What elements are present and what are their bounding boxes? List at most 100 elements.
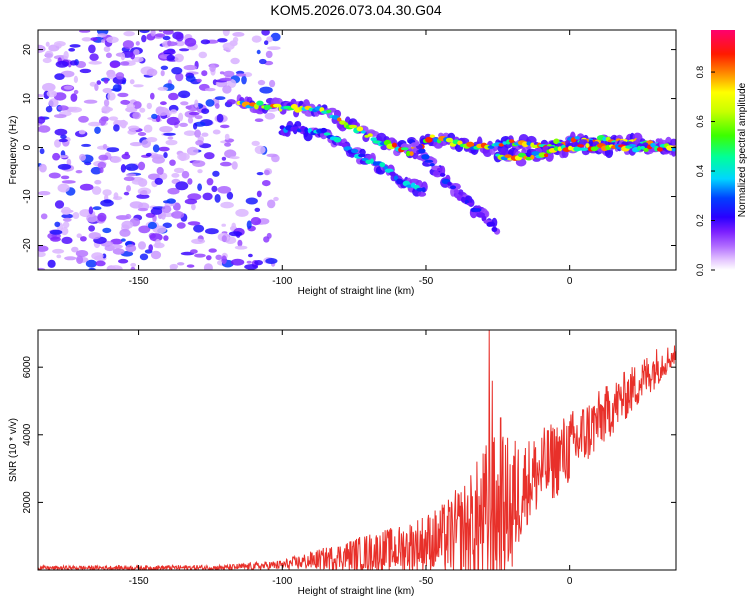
- spectrogram-noise-blob: [217, 38, 228, 43]
- spectrogram-noise-blob: [187, 193, 202, 201]
- spectrogram-noise-blob: [266, 36, 273, 43]
- spectrogram-noise-blob: [190, 249, 198, 254]
- spectrogram-noise-blob: [211, 185, 218, 193]
- spectrogram-ridge-core: [391, 142, 397, 148]
- spectrogram-ridge-core: [273, 103, 282, 108]
- spectrogram-noise-blob: [60, 134, 67, 139]
- spectrogram-noise-blob: [205, 228, 219, 235]
- spectrogram-noise-blob: [95, 260, 106, 267]
- spectrogram-noise-blob: [85, 259, 97, 268]
- spectrogram-ridge-core: [579, 147, 589, 151]
- spectrogram-noise-blob: [108, 116, 119, 121]
- spectrogram-ridge-core: [637, 145, 642, 151]
- spectrogram-noise-blob: [264, 112, 276, 120]
- spectrogram-noise-blob: [235, 208, 249, 217]
- spectrogram-ridge-core: [643, 147, 649, 152]
- spectrogram-noise-blob: [222, 30, 230, 37]
- spectrogram-noise-blob: [178, 90, 191, 99]
- spectrogram-noise-blob: [126, 103, 136, 110]
- spectrogram-noise-blob: [201, 132, 209, 137]
- spectrogram-noise-blob: [226, 99, 236, 105]
- spectrogram-ridge-core: [457, 140, 463, 146]
- spectrogram-noise-blob: [194, 129, 202, 138]
- spectrogram-noise-blob: [112, 248, 125, 255]
- spectrogram-noise-blob: [45, 106, 53, 113]
- spectrogram-noise-blob: [254, 207, 261, 212]
- spectrogram-noise-blob: [149, 233, 163, 242]
- spectrogram-noise-blob: [183, 64, 198, 71]
- spectrogram-ridge-core: [304, 127, 309, 134]
- spectrogram-noise-blob: [231, 222, 236, 230]
- spectrogram-noise-blob: [90, 166, 102, 175]
- spectrogram-noise-blob: [120, 164, 126, 173]
- snr-x-tick-label: -50: [419, 576, 434, 587]
- spectrogram-noise-blob: [79, 30, 91, 33]
- spectrogram-noise-blob: [94, 179, 102, 185]
- spectrogram-noise-blob: [78, 129, 86, 135]
- colorbar-tick-label: 0.8: [695, 66, 705, 79]
- figure-title: KOM5.2026.073.04.30.G04: [270, 2, 441, 18]
- spectrogram-noise-blob: [221, 156, 227, 161]
- spectrogram-noise-blob: [44, 50, 54, 59]
- spectrogram-ridge-core: [553, 146, 560, 152]
- colorbar-tick-label: 0.4: [695, 165, 705, 178]
- spectrogram-ridge-core: [526, 141, 532, 146]
- spectrogram-ridge-core: [418, 148, 426, 154]
- spectrogram-noise-blob: [101, 39, 106, 43]
- spectrogram-frame: [37, 29, 677, 271]
- spectrogram-x-tick-label: -50: [419, 276, 434, 287]
- spectrogram-noise-blob: [230, 57, 240, 65]
- spectrogram-ridge-core: [429, 134, 435, 138]
- spectrogram-ridge-halo: [588, 139, 594, 148]
- spectrogram-x-tick-label: -100: [272, 276, 292, 287]
- spectrogram-noise-blob: [121, 238, 126, 242]
- spectrogram-noise-blob: [132, 111, 141, 120]
- spectrogram-noise-blob: [70, 93, 78, 102]
- spectrogram-ridge-core: [421, 187, 426, 193]
- spectrogram-noise-blob: [123, 31, 135, 37]
- spectrogram-noise-blob: [38, 127, 46, 132]
- spectrogram-ridge-core: [409, 151, 414, 157]
- spectrogram-noise-blob: [270, 32, 281, 42]
- spectrogram-noise-blob: [38, 245, 49, 252]
- spectrogram-noise-blob: [57, 163, 72, 170]
- spectrogram-noise-blob: [162, 30, 174, 35]
- spectrogram-noise-blob: [110, 238, 123, 245]
- snr-x-tick-label: -150: [129, 576, 149, 587]
- spectrogram-noise-blob: [263, 236, 270, 243]
- spectrogram-noise-blob: [166, 116, 181, 126]
- spectrogram-noise-blob: [58, 138, 68, 143]
- spectrogram-noise-blob: [216, 113, 224, 123]
- spectrogram-noise-blob: [224, 236, 237, 244]
- spectrogram-noise-blob: [97, 212, 107, 222]
- spectrogram-y-tick-label: -10: [22, 189, 33, 204]
- spectrogram-noise-blob: [40, 213, 48, 220]
- spectrogram-noise-blob: [177, 152, 190, 161]
- spectrogram-noise-blob: [273, 196, 279, 202]
- spectrogram-ridge-core: [348, 124, 358, 129]
- spectrogram-noise-blob: [38, 267, 46, 270]
- spectrogram-ridge-core: [650, 142, 656, 148]
- spectrogram-noise-blob: [209, 64, 216, 72]
- snr-series-line: [38, 330, 676, 570]
- spectrogram-noise-blob: [156, 106, 170, 116]
- spectrogram-noise-blob: [146, 137, 158, 143]
- spectrogram-ridge-core: [323, 132, 331, 136]
- spectrogram-noise-blob: [54, 221, 61, 227]
- spectrogram-ridge-core: [421, 154, 430, 160]
- spectrogram-noise-blob: [113, 124, 120, 132]
- spectrogram-noise-blob: [68, 48, 76, 52]
- spectrogram-noise-blob: [217, 186, 232, 194]
- spectrogram-noise-blob: [154, 33, 166, 38]
- spectrogram-noise-blob: [125, 244, 137, 253]
- spectrogram-noise-blob: [245, 197, 258, 205]
- spectrogram-noise-blob: [131, 56, 144, 63]
- spectrogram-noise-blob: [120, 99, 131, 105]
- spectrogram-noise-blob: [187, 117, 194, 124]
- spectrogram-noise-blob: [83, 99, 98, 104]
- spectrogram-noise-blob: [171, 173, 180, 178]
- spectrogram-noise-blob: [148, 244, 153, 252]
- spectrogram-noise-blob: [186, 264, 195, 268]
- spectrogram-noise-blob: [220, 124, 230, 129]
